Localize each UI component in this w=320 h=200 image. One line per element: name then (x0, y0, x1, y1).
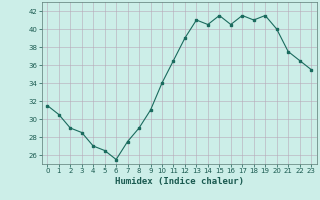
X-axis label: Humidex (Indice chaleur): Humidex (Indice chaleur) (115, 177, 244, 186)
